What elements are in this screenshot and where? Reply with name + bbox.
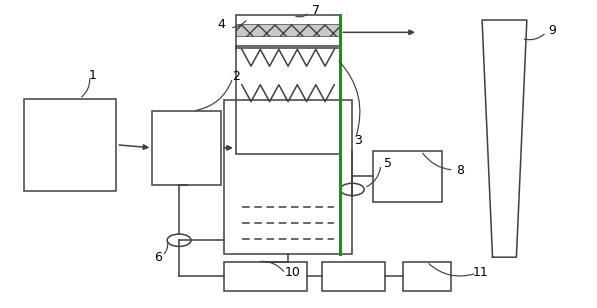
- Text: 3: 3: [354, 134, 362, 147]
- Text: 9: 9: [548, 24, 556, 37]
- Text: 6: 6: [154, 251, 162, 264]
- Text: 7: 7: [312, 4, 321, 17]
- Text: 4: 4: [217, 18, 225, 31]
- Text: 10: 10: [285, 266, 300, 279]
- Text: 1: 1: [88, 69, 97, 82]
- Text: 8: 8: [456, 164, 464, 177]
- Text: 2: 2: [232, 71, 240, 83]
- FancyBboxPatch shape: [236, 24, 340, 36]
- Text: 5: 5: [384, 157, 392, 170]
- Text: 11: 11: [473, 266, 488, 279]
